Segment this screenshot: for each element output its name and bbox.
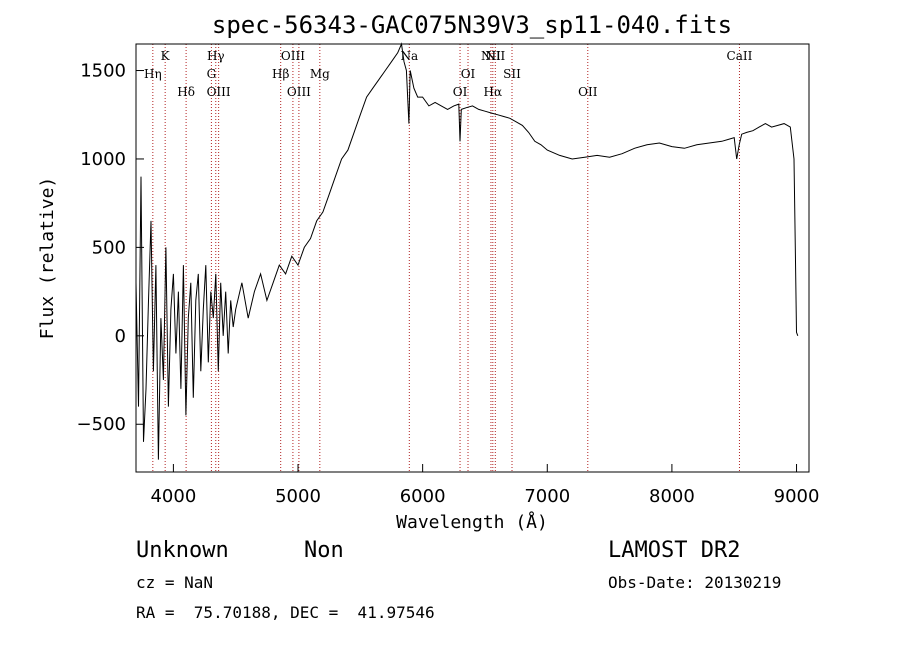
- spectrum-line: [135, 42, 799, 460]
- y-tick-label--500: −500: [77, 414, 126, 435]
- x-tick-label-8000: 8000: [649, 486, 695, 507]
- y-tick-label-500: 500: [92, 237, 126, 258]
- x-tick-label-7000: 7000: [524, 486, 570, 507]
- line-marker-label-7: Hβ: [272, 67, 289, 81]
- obs-date: Obs-Date: 20130219: [608, 573, 782, 592]
- ra-dec: RA = 75.70188, DEC = 41.97546: [136, 603, 435, 622]
- line-marker-label-13: NII: [481, 49, 501, 63]
- line-marker-label-14: NII: [485, 49, 505, 63]
- cz-value: cz = NaN: [136, 573, 214, 592]
- x-tick-label-6000: 6000: [400, 486, 446, 507]
- y-tick-label-1500: 1500: [80, 61, 126, 82]
- line-marker-label-9: Mg: [310, 67, 330, 81]
- line-marker-label-8: OIII: [287, 85, 311, 99]
- y-axis-label: Flux (relative): [37, 177, 58, 340]
- line-marker-label-3: Hγ: [207, 49, 225, 63]
- subclass-label: Non: [304, 538, 344, 563]
- x-tick-label-5000: 5000: [275, 486, 321, 507]
- x-tick-label-4000: 4000: [150, 486, 196, 507]
- survey-label: LAMOST DR2: [608, 538, 741, 563]
- chart-title: spec-56343-GAC075N39V3_sp11-040.fits: [212, 11, 732, 39]
- line-marker-label-17: OII: [578, 85, 598, 99]
- line-marker-label-2: Hδ: [177, 85, 195, 99]
- line-marker-label-16: SII: [503, 67, 521, 81]
- line-marker-label-1: K: [161, 49, 171, 63]
- y-tick-label-1000: 1000: [80, 149, 126, 170]
- line-marker-label-11: OI: [461, 67, 476, 81]
- line-marker-label-4: G: [207, 67, 217, 81]
- line-marker-label-10: Na: [400, 49, 418, 63]
- x-tick-label-9000: 9000: [774, 486, 820, 507]
- y-tick-label-0: 0: [115, 326, 126, 347]
- y-axis: −500 0 500 1000 1500: [77, 61, 144, 435]
- line-marker-label-5: OIII: [207, 85, 231, 99]
- line-marker-label-15: Hα: [484, 85, 503, 99]
- line-marker-label-0: Hη: [144, 67, 162, 81]
- x-axis-label: Wavelength (Å): [396, 511, 548, 533]
- line-marker-label-6: OIII: [281, 49, 305, 63]
- line-marker-label-12: OI: [453, 85, 468, 99]
- line-marker-label-18: CaII: [727, 49, 753, 63]
- plot-frame: [135, 43, 810, 473]
- x-axis: 4000 5000 6000 7000 8000 9000: [150, 464, 819, 507]
- class-label: Unknown: [136, 538, 229, 563]
